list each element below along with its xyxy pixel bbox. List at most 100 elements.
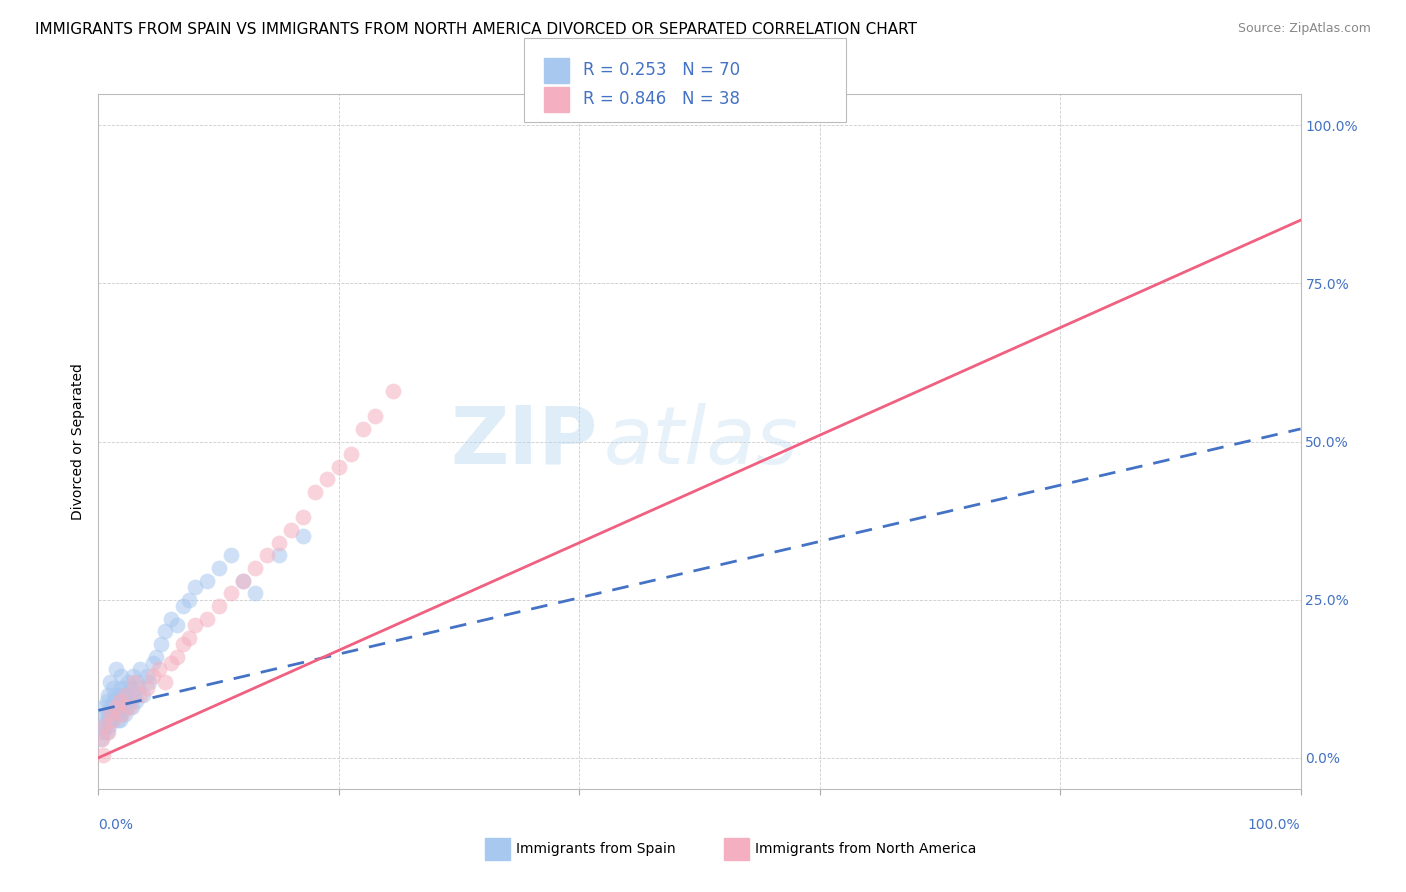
Point [112,688,135,702]
Point [135,681,157,696]
Text: Immigrants from Spain: Immigrants from Spain [516,842,676,856]
Point [118,694,141,708]
Point [112,681,135,696]
Point [105,700,128,714]
Point [108,706,131,721]
Point [110,668,132,682]
Point [183,580,205,594]
Point [291,529,314,543]
Point [267,549,290,563]
Point [91,731,114,746]
Point [108,694,131,708]
Point [111,694,134,708]
Point [172,599,194,613]
Point [111,706,134,721]
Point [129,662,152,676]
Point [132,688,155,702]
Point [124,674,146,689]
Point [208,599,231,613]
Point [243,561,266,575]
Text: 100.0%: 100.0% [1249,818,1301,832]
Point [115,688,138,702]
Point [159,612,181,626]
Point [195,612,218,626]
Point [129,688,152,702]
Point [120,681,142,696]
Point [98,713,121,727]
Text: IMMIGRANTS FROM SPAIN VS IMMIGRANTS FROM NORTH AMERICA DIVORCED OR SEPARATED COR: IMMIGRANTS FROM SPAIN VS IMMIGRANTS FROM… [35,22,917,37]
Point [243,586,266,600]
Point [100,674,122,689]
Point [108,700,131,714]
Point [195,574,218,588]
Text: ZIP: ZIP [450,402,598,481]
Point [219,549,242,563]
Point [93,719,115,733]
Point [100,700,122,714]
Point [90,731,112,746]
Point [166,618,188,632]
Point [96,694,118,708]
Point [94,706,117,721]
Point [93,700,115,714]
Point [97,706,120,721]
Point [177,592,200,607]
Point [105,662,128,676]
Point [315,473,337,487]
Point [127,681,149,696]
Y-axis label: Divorced or Separated: Divorced or Separated [70,363,84,520]
Point [138,674,160,689]
Point [340,447,363,461]
Point [153,674,176,689]
Point [118,700,141,714]
Point [105,700,128,714]
Point [232,574,254,588]
Point [104,688,127,702]
Point [101,694,124,708]
Point [91,719,114,733]
Point [177,631,200,645]
Point [159,656,181,670]
Point [183,618,205,632]
Point [94,713,117,727]
Point [107,688,129,702]
Point [125,674,148,689]
Text: Source: ZipAtlas.com: Source: ZipAtlas.com [1237,22,1371,36]
Point [304,485,326,500]
Point [114,706,136,721]
Point [117,674,139,689]
Point [256,549,278,563]
Point [145,649,167,664]
Text: 0.0%: 0.0% [98,818,134,832]
Point [107,713,129,727]
Point [91,725,114,739]
Text: R = 0.253   N = 70: R = 0.253 N = 70 [583,62,741,79]
Point [98,719,121,733]
Point [97,688,120,702]
Point [115,688,138,702]
Point [110,681,132,696]
Point [208,561,231,575]
Point [291,510,314,524]
Point [125,694,148,708]
Point [100,713,122,727]
Point [280,523,302,537]
Point [100,706,122,721]
Point [232,574,254,588]
Point [381,384,404,398]
Point [172,637,194,651]
Point [149,637,172,651]
Point [135,668,157,682]
Point [103,706,125,721]
Point [328,459,350,474]
Point [124,688,146,702]
Point [121,700,143,714]
Point [91,747,114,762]
Point [104,694,127,708]
Point [364,409,387,424]
Point [148,662,170,676]
Point [101,713,124,727]
Point [153,624,176,639]
Point [103,706,125,721]
Point [108,694,131,708]
